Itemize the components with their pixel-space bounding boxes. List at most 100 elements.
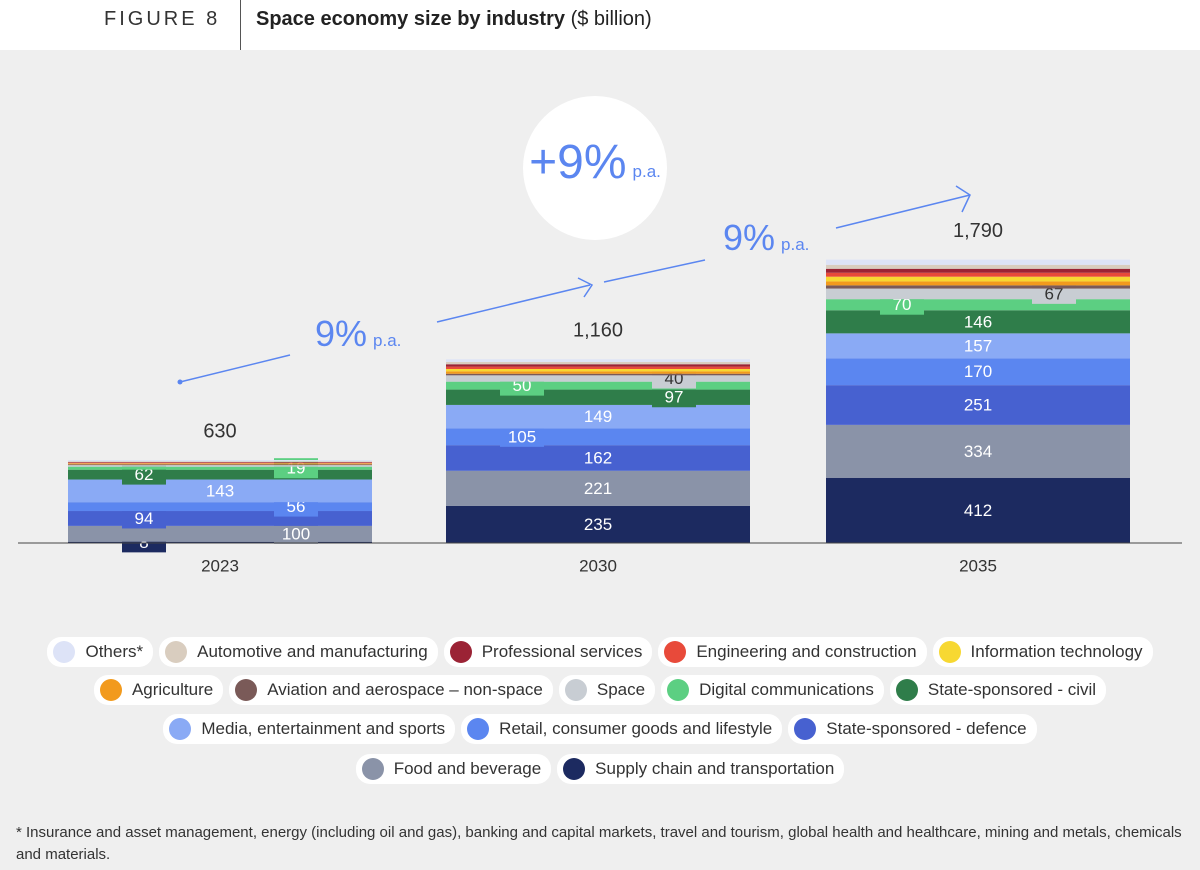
legend-row: Media, entertainment and sports Retail, c… bbox=[0, 714, 1200, 744]
segment-label: 170 bbox=[964, 362, 992, 381]
legend-swatch bbox=[169, 718, 192, 740]
title-block: Space economy size by industry ($ billio… bbox=[256, 8, 652, 31]
legend-item: Engineering and construction bbox=[658, 637, 927, 667]
total-label: 1,160 bbox=[573, 320, 623, 342]
bar-segment bbox=[446, 381, 750, 390]
growth-unit: p.a. bbox=[373, 331, 401, 350]
label-badge bbox=[1032, 283, 1076, 304]
label-badge bbox=[652, 387, 696, 408]
bar-segment bbox=[68, 541, 372, 543]
segment-label: 149 bbox=[584, 407, 612, 426]
growth-arrow bbox=[835, 194, 971, 229]
bar-segment bbox=[446, 505, 750, 543]
segment-label: 334 bbox=[964, 442, 992, 461]
bar-segment bbox=[68, 525, 372, 542]
legend-label: Food and beverage bbox=[393, 759, 542, 778]
legend-swatch bbox=[449, 641, 472, 663]
segment-label: 94 bbox=[135, 509, 154, 528]
bar-segment bbox=[826, 288, 1130, 300]
bar-segment bbox=[826, 310, 1130, 334]
legend-item: Media, entertainment and sports bbox=[163, 714, 456, 744]
segment-label: 97 bbox=[665, 388, 684, 407]
bar-segment bbox=[446, 364, 750, 367]
bar-segment bbox=[68, 502, 372, 512]
legend-swatch bbox=[667, 679, 690, 701]
bar-segment bbox=[826, 424, 1130, 478]
legend-item: Aviation and aerospace – non-space bbox=[229, 675, 553, 705]
total-label: 1,790 bbox=[953, 220, 1003, 242]
legend-swatch bbox=[165, 641, 188, 663]
legend-item: Others* bbox=[47, 637, 154, 667]
bar-segment bbox=[826, 285, 1130, 289]
legend-swatch bbox=[564, 679, 587, 701]
legend-item: Agriculture bbox=[93, 675, 224, 705]
legend-label: Information technology bbox=[970, 642, 1143, 661]
growth-arrow bbox=[179, 354, 291, 383]
legend-swatch bbox=[361, 758, 384, 780]
bar-segment bbox=[68, 465, 372, 467]
legend-label: Others* bbox=[85, 642, 144, 661]
growth-arrow bbox=[603, 259, 706, 283]
segment-label: 157 bbox=[964, 336, 992, 355]
legend-item: Retail, consumer goods and lifestyle bbox=[461, 714, 783, 744]
bar-segment bbox=[446, 366, 750, 369]
legend-label: Supply chain and transportation bbox=[595, 759, 835, 778]
bar-segment bbox=[68, 469, 372, 480]
bar-segment bbox=[826, 268, 1130, 273]
legend-item: Supply chain and transportation bbox=[557, 754, 845, 784]
bar-segment bbox=[446, 445, 750, 471]
legend-item: State-sponsored - civil bbox=[889, 675, 1107, 705]
segment-label: 100 bbox=[282, 524, 310, 543]
bar-segment bbox=[446, 428, 750, 446]
legend-swatch bbox=[664, 641, 687, 663]
segment-label: 70 bbox=[893, 295, 912, 314]
legend-label: Automotive and manufacturing bbox=[197, 642, 428, 661]
bar-segment bbox=[446, 361, 750, 365]
bar-segment bbox=[68, 462, 372, 463]
legend-label: Engineering and construction bbox=[696, 642, 917, 661]
growth-value: +9% bbox=[529, 136, 626, 189]
growth-circle-text: +9% p.a. bbox=[529, 136, 661, 189]
bar-segment bbox=[446, 359, 750, 362]
legend-label: Aviation and aerospace – non-space bbox=[267, 680, 543, 699]
bar-segment bbox=[68, 511, 372, 526]
legend-swatch bbox=[794, 718, 817, 740]
bar-segment bbox=[826, 264, 1130, 269]
bar-segment bbox=[826, 281, 1130, 286]
legend-swatch bbox=[467, 718, 490, 740]
bar-segment bbox=[826, 272, 1130, 277]
segment-label: 105 bbox=[508, 427, 536, 446]
legend-swatch bbox=[938, 641, 961, 663]
legend-swatch bbox=[563, 758, 586, 780]
bar-segment bbox=[68, 464, 372, 466]
arrow-head bbox=[955, 185, 971, 213]
growth-text: 9% p.a. bbox=[315, 313, 401, 354]
segment-label: 62 bbox=[135, 465, 154, 484]
growth-text: 9% p.a. bbox=[723, 217, 809, 258]
x-tick-label: 2030 bbox=[579, 556, 617, 575]
bar-segment bbox=[68, 462, 372, 464]
separator bbox=[240, 0, 241, 50]
segment-label: 221 bbox=[584, 479, 612, 498]
legend-label: Digital communications bbox=[699, 680, 874, 699]
legend-label: State-sponsored - defence bbox=[826, 719, 1027, 738]
segment-label: 251 bbox=[964, 395, 992, 414]
legend-label: Space bbox=[596, 680, 646, 699]
growth-unit: p.a. bbox=[781, 235, 809, 254]
label-badge bbox=[274, 523, 318, 544]
bar-segment bbox=[446, 404, 750, 429]
segment-label: 67 bbox=[1045, 284, 1064, 303]
legend-item: Automotive and manufacturing bbox=[159, 637, 438, 667]
segment-label: 235 bbox=[584, 515, 612, 534]
segment-label: 8 bbox=[139, 533, 148, 552]
bar-segment bbox=[826, 259, 1130, 265]
legend-row: Others* Automotive and manufacturing Profe… bbox=[0, 637, 1200, 667]
label-badge bbox=[880, 294, 924, 315]
bar-segment bbox=[446, 470, 750, 506]
legend-label: Professional services bbox=[481, 642, 643, 661]
bar-segment bbox=[446, 375, 750, 382]
legend-label: Agriculture bbox=[131, 680, 214, 699]
bar-segment bbox=[826, 477, 1130, 543]
